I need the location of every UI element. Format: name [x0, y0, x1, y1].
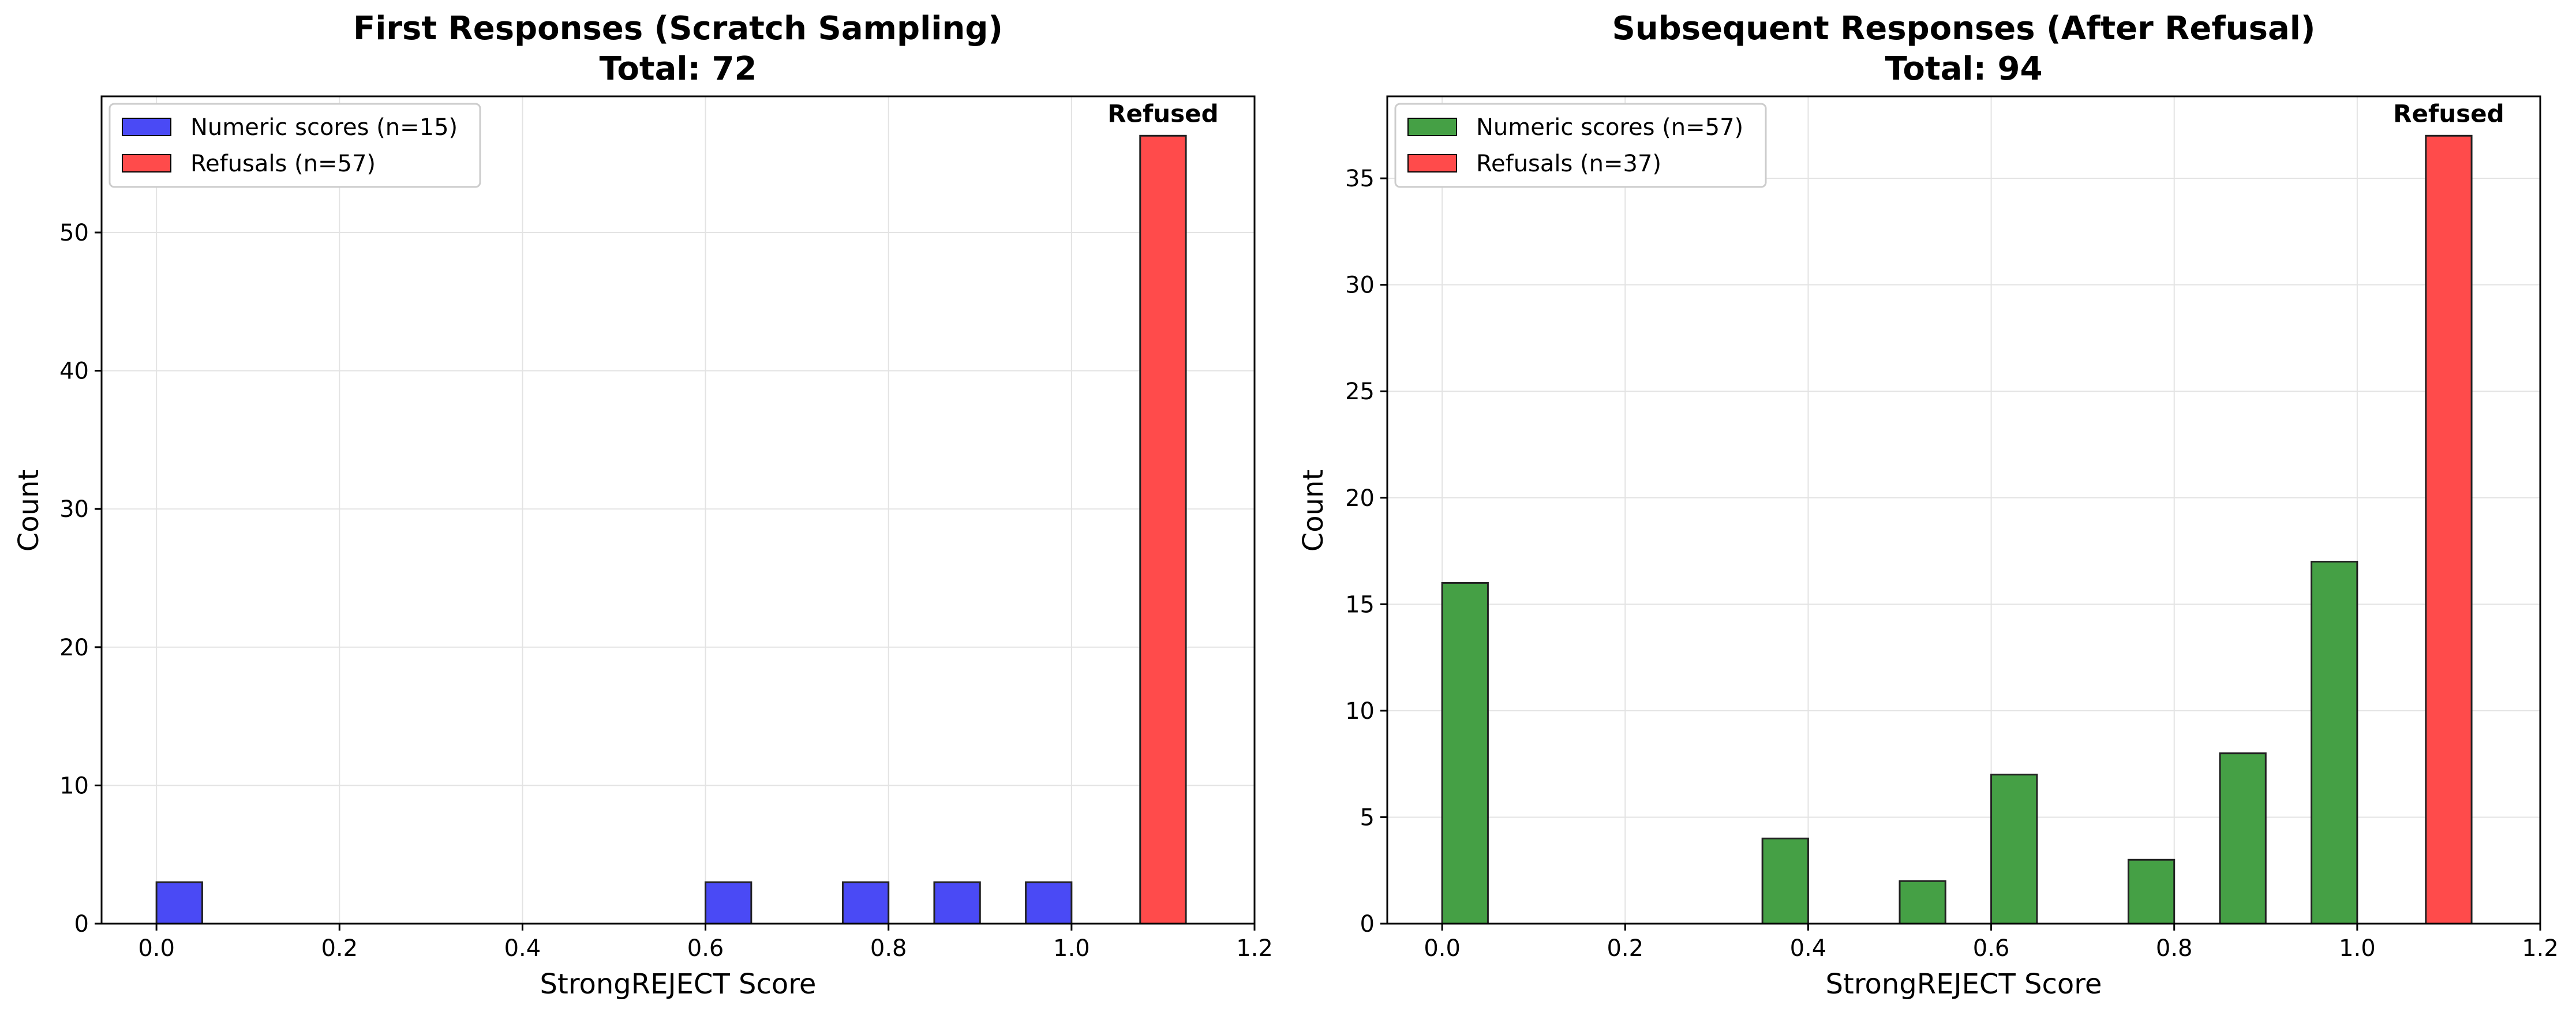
legend-label-numeric: Numeric scores (n=15) — [190, 114, 458, 141]
x-tick-label: 0.6 — [687, 935, 724, 962]
y-tick-label: 0 — [1360, 911, 1375, 937]
numeric-score-bar — [2219, 752, 2267, 925]
refused-annotation: Refused — [1107, 99, 1219, 127]
y-tick-label: 50 — [59, 220, 89, 246]
y-tick-label: 25 — [1345, 378, 1375, 405]
y-tick-label: 30 — [1345, 272, 1375, 299]
y-axis-label: Count — [1297, 470, 1330, 552]
x-tick-label: 0.4 — [1790, 935, 1827, 962]
y-tick-label: 20 — [1345, 485, 1375, 512]
legend: Numeric scores (n=15) Refusals (n=57) — [108, 103, 481, 188]
numeric-score-bar — [933, 881, 981, 925]
bars — [155, 134, 1187, 925]
legend-swatch-numeric — [122, 118, 171, 136]
legend: Numeric scores (n=57) Refusals (n=37) — [1394, 103, 1767, 188]
y-tick-label: 5 — [1360, 804, 1375, 831]
x-ticks: 0.0 0.2 0.4 0.6 0.8 1.0 1.2 — [1424, 924, 2559, 962]
chart-title: First Responses (Scratch Sampling) — [353, 10, 1003, 47]
y-tick-label: 0 — [74, 911, 89, 937]
legend-box — [1394, 103, 1767, 188]
refusal-bar — [2425, 134, 2473, 925]
y-axis-label: Count — [13, 470, 45, 552]
numeric-score-bar — [1990, 774, 2038, 925]
axes-frame — [1386, 95, 2541, 925]
y-tick-label: 10 — [59, 772, 89, 799]
chart-title: Subsequent Responses (After Refusal) — [1612, 10, 2315, 47]
x-tick-label: 0.8 — [870, 935, 907, 962]
refusal-bar — [1139, 134, 1187, 925]
chart-panel-subsequent-responses: Subsequent Responses (After Refusal) Tot… — [1297, 10, 2559, 1000]
y-tick-label: 10 — [1345, 698, 1375, 725]
x-tick-label: 0.8 — [2156, 935, 2193, 962]
x-tick-label: 0.0 — [1424, 935, 1461, 962]
x-axis-label: StrongREJECT Score — [1826, 968, 2102, 1000]
y-tick-label: 40 — [59, 358, 89, 385]
y-tick-label: 20 — [59, 635, 89, 661]
x-axis-label: StrongREJECT Score — [540, 968, 817, 1000]
x-tick-label: 0.2 — [1607, 935, 1643, 962]
numeric-score-bar — [1899, 880, 1946, 925]
x-tick-label: 0.2 — [321, 935, 358, 962]
x-tick-label: 0.4 — [504, 935, 541, 962]
y-tick-label: 15 — [1345, 591, 1375, 618]
legend-swatch-refusals — [1407, 154, 1457, 172]
legend-swatch-numeric — [1407, 118, 1457, 136]
y-ticks: 0 5 10 15 20 25 30 35 — [1345, 166, 1387, 937]
x-tick-label: 1.0 — [2339, 935, 2376, 962]
bars — [1441, 134, 2473, 925]
numeric-score-bar — [1025, 881, 1073, 925]
y-tick-label: 30 — [59, 496, 89, 523]
x-tick-label: 1.0 — [1053, 935, 1090, 962]
axes-frame — [100, 95, 1256, 925]
numeric-score-bar — [2127, 858, 2176, 925]
legend-label-refusals: Refusals (n=57) — [190, 151, 376, 177]
chart-panel-first-responses: First Responses (Scratch Sampling) Total… — [13, 10, 1273, 1000]
x-ticks: 0.0 0.2 0.4 0.6 0.8 1.0 1.2 — [138, 924, 1273, 962]
numeric-score-bar — [2311, 561, 2358, 925]
x-tick-label: 0.6 — [1973, 935, 2010, 962]
legend-label-numeric: Numeric scores (n=57) — [1476, 114, 1743, 141]
x-tick-label: 1.2 — [1236, 935, 1273, 962]
numeric-score-bar — [841, 881, 890, 925]
numeric-score-bar — [1441, 582, 1489, 925]
chart-subtitle: Total: 94 — [1885, 50, 2043, 88]
y-tick-label: 35 — [1345, 166, 1375, 192]
x-tick-label: 1.2 — [2522, 935, 2559, 962]
legend-swatch-refusals — [122, 154, 171, 172]
numeric-score-bar — [155, 881, 203, 925]
y-ticks: 0 10 20 30 40 50 — [59, 220, 102, 937]
refused-annotation: Refused — [2393, 99, 2504, 127]
legend-box — [108, 103, 481, 188]
numeric-score-bar — [705, 881, 752, 925]
chart-subtitle: Total: 72 — [600, 50, 757, 88]
x-tick-label: 0.0 — [138, 935, 175, 962]
numeric-score-bar — [1761, 837, 1809, 925]
legend-label-refusals: Refusals (n=37) — [1476, 151, 1661, 177]
